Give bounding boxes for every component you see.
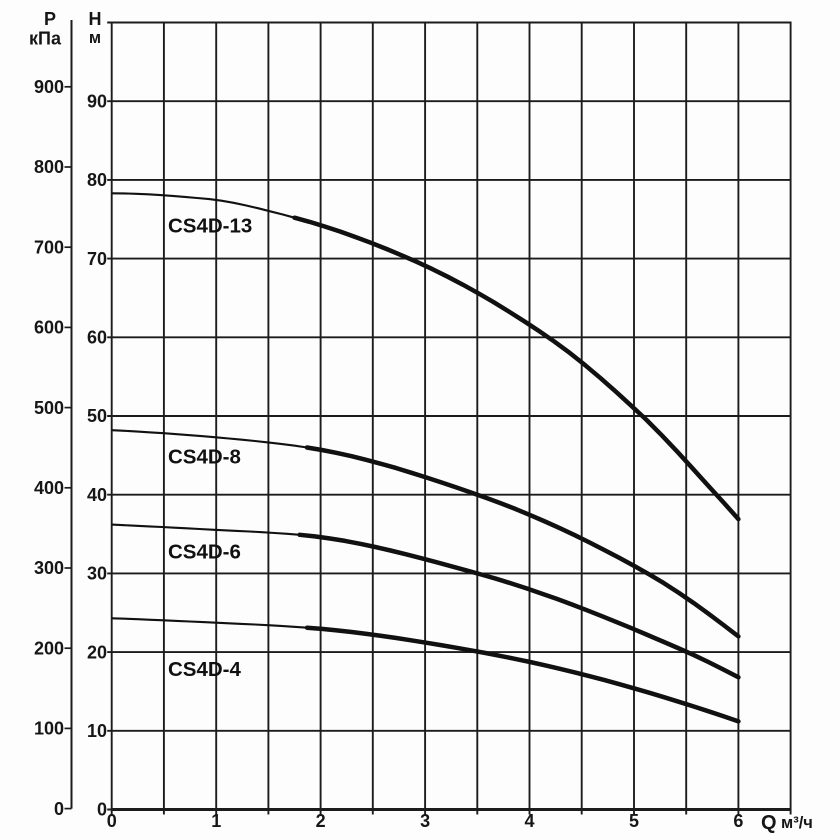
svg-text:50: 50 [87,406,107,426]
svg-text:5: 5 [629,811,639,831]
svg-text:P: P [44,9,56,29]
svg-text:40: 40 [87,485,107,505]
svg-text:500: 500 [34,398,64,418]
svg-text:CS4D-8: CS4D-8 [168,446,241,469]
svg-text:1: 1 [211,811,221,831]
svg-text:H: H [89,9,102,29]
svg-text:кПа: кПа [29,29,62,49]
svg-text:Q: Q [761,812,777,834]
svg-text:60: 60 [87,328,107,348]
svg-text:м³/ч: м³/ч [781,814,813,832]
svg-text:0: 0 [97,800,107,820]
svg-text:4: 4 [524,811,534,831]
svg-text:2: 2 [316,811,326,831]
svg-text:6: 6 [733,811,743,831]
svg-text:70: 70 [87,249,107,269]
svg-text:400: 400 [34,478,64,498]
svg-text:80: 80 [87,170,107,190]
svg-text:CS4D-13: CS4D-13 [168,215,252,238]
svg-text:600: 600 [34,318,64,338]
svg-text:м: м [89,29,101,47]
svg-text:200: 200 [34,638,64,658]
svg-text:10: 10 [87,721,107,741]
svg-text:CS4D-6: CS4D-6 [168,541,241,564]
svg-text:3: 3 [420,811,430,831]
svg-text:700: 700 [34,237,64,257]
svg-text:100: 100 [34,719,64,739]
svg-text:900: 900 [34,77,64,97]
svg-text:20: 20 [87,642,107,662]
svg-text:30: 30 [87,564,107,584]
svg-text:300: 300 [34,558,64,578]
svg-text:800: 800 [34,157,64,177]
svg-text:0: 0 [54,799,64,819]
svg-text:0: 0 [107,811,117,831]
svg-text:90: 90 [87,91,107,111]
svg-text:CS4D-4: CS4D-4 [168,658,242,681]
